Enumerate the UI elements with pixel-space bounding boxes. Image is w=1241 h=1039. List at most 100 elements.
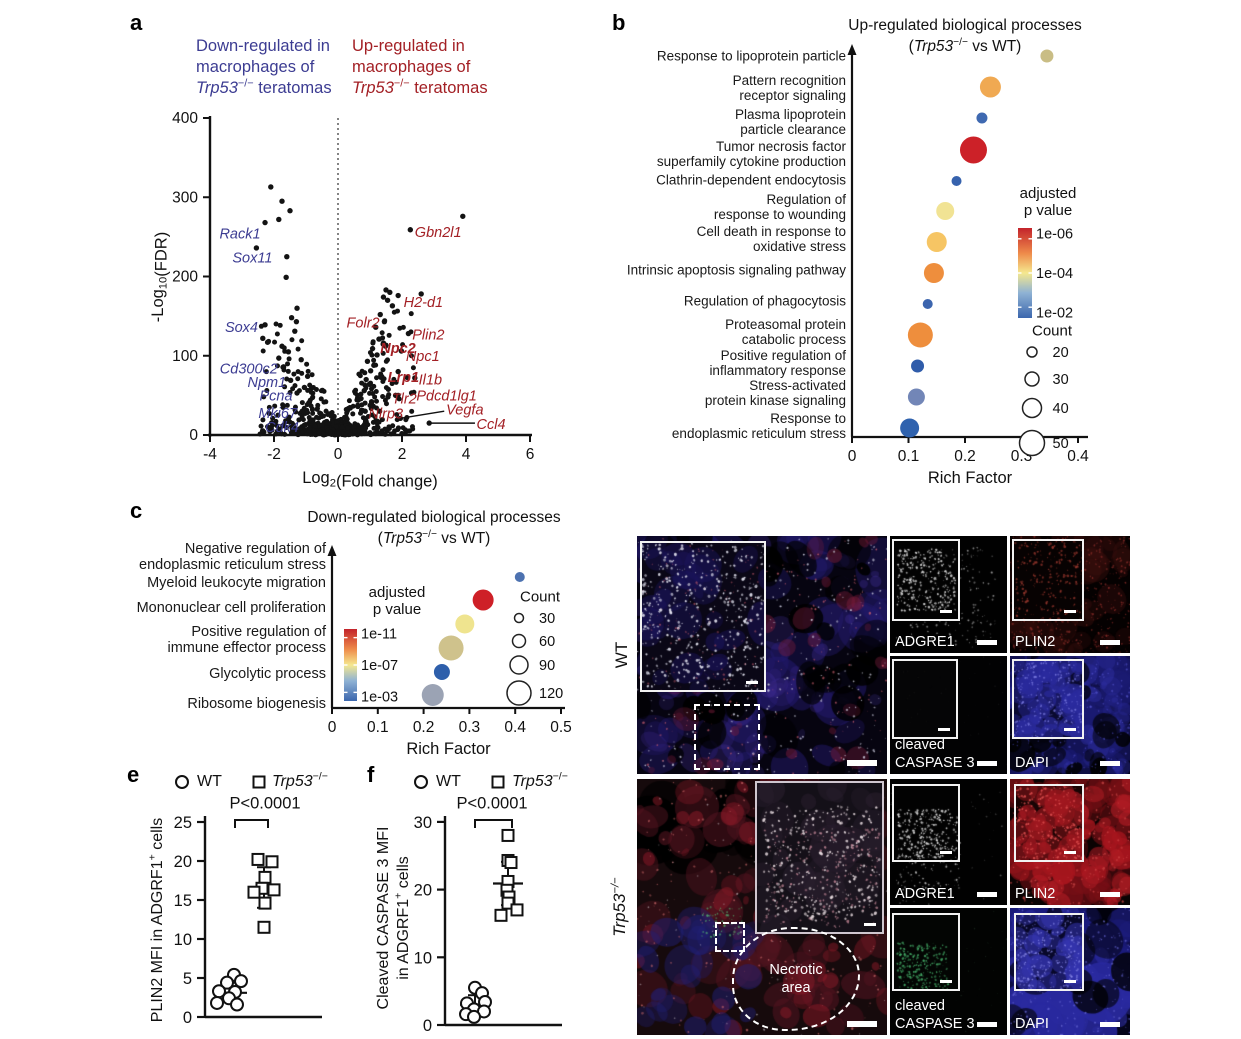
dotplot-up-dot-3	[959, 136, 987, 164]
micrograph-tile-tc: cleaved CASPASE 3	[890, 908, 1007, 1035]
dotplot-up-category-6: Cell death in response to oxidative stre…	[696, 223, 846, 254]
dotplot-up-category-2: Plasma lipoprotein particle clearance	[734, 106, 846, 137]
micrograph-inset-td	[1014, 913, 1084, 991]
legend-ko-label-f: Trp53−/−	[512, 770, 568, 790]
volcano-title-downregulated: Down-regulated in macrophages of Trp53−/− …	[196, 37, 332, 97]
micrograph-inset-ta	[892, 784, 960, 862]
micrograph-inset-wp	[1012, 539, 1084, 621]
adjusted-p-value-legend-title-c: adjusted p value	[368, 584, 426, 618]
micrograph-inset-canvas-ta	[894, 786, 958, 860]
microscopy-panel: WT Trp53−/− ADGRE1 PLIN2 cleaved CASPASE 3…	[608, 500, 1141, 1039]
micrograph-tile-wd: DAPI	[1010, 656, 1130, 774]
gene-label-Npc1: Npc1	[406, 349, 440, 365]
micrograph-inset-wc	[892, 659, 958, 739]
dotplot-down-dot-0	[514, 572, 525, 582]
p-value-f: P<0.0001	[456, 794, 528, 813]
svg-text:Log2(Fold change): Log2(Fold change)	[302, 469, 438, 491]
micrograph-inset-canvas-wc	[894, 661, 956, 737]
dotplot-down-pvalue-colorbar	[344, 629, 357, 701]
svg-text:30: 30	[1053, 372, 1069, 388]
svg-text:120: 120	[539, 686, 563, 702]
micrograph-inset-canvas-tc	[894, 915, 958, 989]
svg-text:-4: -4	[203, 446, 217, 463]
svg-text:15: 15	[174, 892, 192, 910]
dotplot-up-category-1: Pattern recognition receptor signaling	[732, 72, 846, 103]
svg-text:20: 20	[414, 882, 432, 900]
adjusted-p-value-legend-title-b: adjusted p value	[1019, 185, 1077, 219]
dotplot-up-dot-10	[911, 359, 925, 373]
micrograph-inset-tp	[1014, 784, 1084, 862]
scatter-plin2-point-ko	[258, 896, 272, 910]
svg-text:-Log10(FDR): -Log10(FDR)	[149, 232, 171, 322]
svg-text:5: 5	[183, 970, 192, 988]
micrograph-inset-wm	[640, 541, 766, 692]
scatter-plin2-legend-circle-glyph	[175, 775, 189, 789]
channel-label-wc: cleaved CASPASE 3	[895, 736, 975, 771]
scatter-caspase: 0 10 20 30	[414, 775, 562, 1035]
gene-label-Il1b: Il1b	[419, 373, 442, 389]
legend-ko-label-e: Trp53−/−	[272, 770, 328, 790]
gene-label-Lrp1: Lrp1	[388, 370, 419, 386]
svg-text:0.1: 0.1	[898, 448, 920, 465]
micrograph-inset-canvas-tm	[757, 783, 882, 932]
dotplot-b-title-line1: Up-regulated biological processes	[848, 17, 1082, 34]
gene-label-Cd300c2: Cd300c2	[220, 361, 278, 377]
dotplot-down-dot-3	[438, 635, 464, 661]
svg-text:60: 60	[539, 634, 555, 650]
magnified-region-box-wm	[694, 704, 760, 770]
count-legend-title-b: Count	[1031, 322, 1073, 340]
gene-label-Ccl4: Ccl4	[477, 417, 506, 433]
inset-scale-bar	[940, 609, 952, 613]
panel-label-f: f	[367, 762, 375, 787]
dotplot-up-dot-0	[1040, 49, 1054, 63]
inset-scale-bar	[1064, 979, 1076, 983]
gene-label-Rack1: Rack1	[219, 227, 260, 243]
svg-text:200: 200	[172, 269, 198, 286]
dotplot-down-category-4: Glycolytic process	[209, 665, 326, 682]
scale-bar	[977, 761, 997, 766]
svg-text:2: 2	[398, 446, 407, 463]
svg-text:1e-06: 1e-06	[1036, 226, 1073, 242]
svg-text:100: 100	[172, 348, 198, 365]
svg-text:4: 4	[462, 446, 471, 463]
micrograph-tile-wc: cleaved CASPASE 3	[890, 656, 1007, 774]
svg-text:30: 30	[414, 814, 432, 832]
svg-text:0.1: 0.1	[367, 719, 389, 736]
gene-label-Gbn2l1: Gbn2l1	[415, 225, 462, 241]
dotplot-down-category-3: Positive regulation of immune effector p…	[167, 623, 327, 656]
svg-text:25: 25	[174, 814, 192, 832]
dotplot-up-category-8: Regulation of phagocytosis	[683, 293, 846, 309]
inset-scale-bar	[1064, 850, 1076, 854]
micrograph-inset-canvas-td	[1016, 915, 1082, 989]
scatter-caspase-point-ko	[494, 908, 508, 922]
y-axis-title-f: Cleaved CASPASE 3 MFI in ADGRF1+ cells	[375, 826, 412, 1010]
svg-text:0.5: 0.5	[550, 719, 572, 736]
micrograph-inset-canvas-wa	[894, 541, 958, 619]
svg-text:0.2: 0.2	[413, 719, 435, 736]
micrograph-tile-ta: ADGRE1	[890, 779, 1007, 905]
scale-bar	[1100, 640, 1120, 645]
gene-label-Pdcd1lg1: Pdcd1lg1	[416, 388, 476, 404]
svg-text:90: 90	[539, 658, 555, 674]
svg-text:1e-04: 1e-04	[1036, 266, 1073, 282]
svg-text:10: 10	[414, 949, 432, 967]
gene-label-Cdk4: Cdk4	[265, 420, 299, 436]
micrograph-inset-tm	[755, 781, 884, 934]
dotplot-up-dot-12	[900, 418, 920, 438]
inset-scale-bar	[938, 727, 950, 731]
svg-text:0: 0	[183, 1009, 192, 1027]
micrograph-inset-canvas-wm	[642, 543, 764, 690]
svg-text:0: 0	[848, 448, 857, 465]
dotplot-down-category-0: Negative regulation of endoplasmic retic…	[139, 540, 326, 573]
dotplot-up-dot-2	[976, 112, 988, 124]
p-value-e: P<0.0001	[229, 794, 301, 813]
legend-wt-label-f: WT	[436, 773, 461, 790]
channel-label-ta: ADGRE1	[895, 885, 955, 902]
micrograph-tile-tp: PLIN2	[1010, 779, 1130, 905]
svg-text:0.3: 0.3	[459, 719, 481, 736]
gene-label-Pcna: Pcna	[259, 388, 292, 404]
svg-text:0: 0	[189, 427, 198, 444]
dotplot-up-category-11: Stress-activated protein kinase signalin…	[704, 377, 846, 408]
dotplot-up-dot-6	[926, 232, 947, 252]
dotplot-up-category-4: Clathrin-dependent endocytosis	[656, 172, 846, 188]
